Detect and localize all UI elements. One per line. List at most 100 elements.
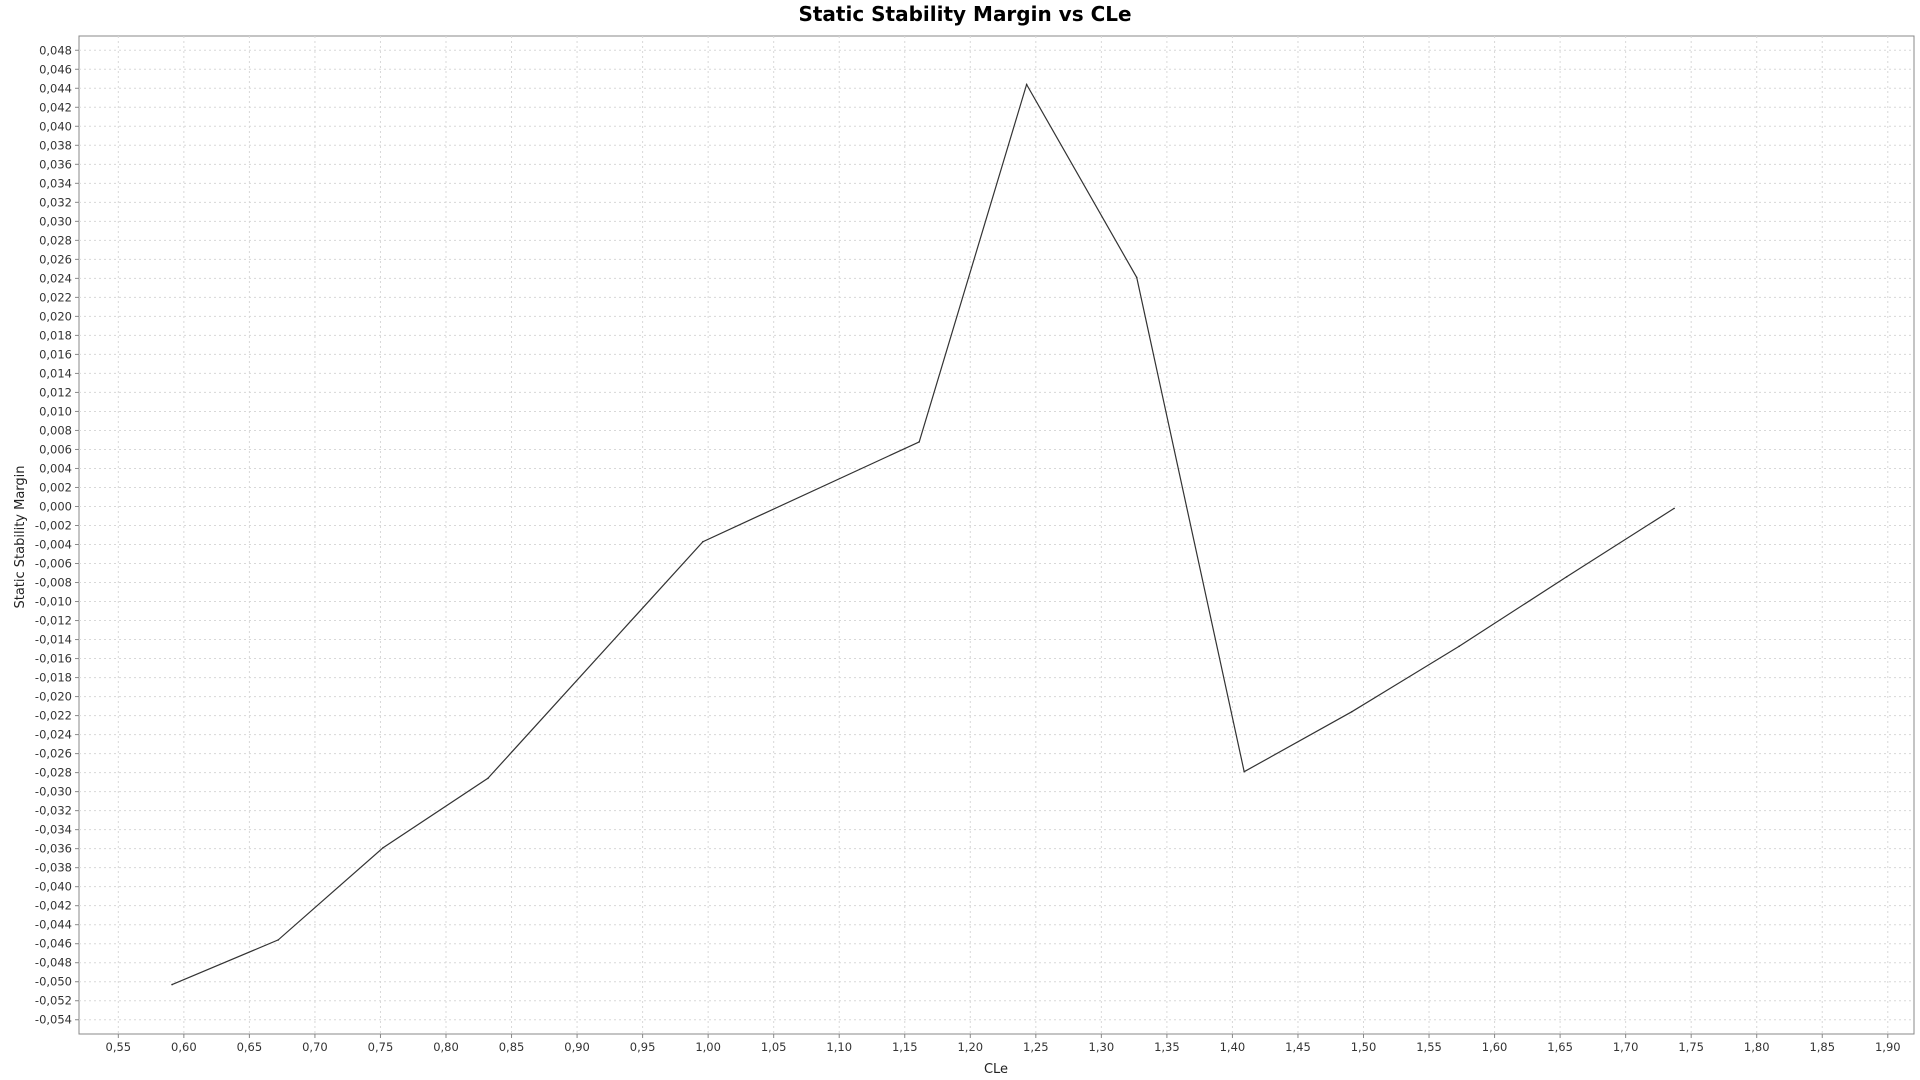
y-tick-label: 0,018 xyxy=(39,328,72,342)
y-axis-ticks: 0,048 0,046 0,044 0,042 0,040 0,038 0,036 0,034… xyxy=(35,43,79,1027)
data-point xyxy=(1458,645,1460,648)
x-tick-label: 1,30 xyxy=(1089,1040,1115,1054)
y-tick-label: -0,006 xyxy=(35,557,72,571)
y-tick-label: 0,008 xyxy=(39,423,72,437)
y-axis-label: Static Stability Margin xyxy=(13,465,28,608)
x-tick-label: 0,55 xyxy=(106,1040,132,1054)
x-tick-label: 0,70 xyxy=(302,1040,328,1054)
x-axis-ticks: 0,55 0,60 0,65 0,70 0,75 0,80 0,85 0,90 0,95 1,00… xyxy=(106,1034,1901,1054)
x-tick-label: 0,90 xyxy=(564,1040,590,1054)
y-tick-label: 0,004 xyxy=(39,461,72,475)
y-tick-label: -0,022 xyxy=(35,709,72,723)
y-tick-label: 0,024 xyxy=(39,271,72,285)
y-tick-label: 0,006 xyxy=(39,442,72,456)
y-tick-label: 0,000 xyxy=(39,499,72,513)
y-tick-label: 0,012 xyxy=(39,385,72,399)
x-tick-label: 1,65 xyxy=(1547,1040,1573,1054)
x-tick-label: 1,35 xyxy=(1154,1040,1180,1054)
y-tick-label: 0,022 xyxy=(39,290,72,304)
x-tick-label: 0,60 xyxy=(171,1040,197,1054)
x-tick-label: 1,40 xyxy=(1220,1040,1246,1054)
y-tick-label: 0,034 xyxy=(39,176,72,190)
y-tick-label: 0,030 xyxy=(39,214,72,228)
x-tick-label: 0,80 xyxy=(433,1040,459,1054)
y-tick-label: 0,046 xyxy=(39,62,72,76)
y-tick-label: -0,052 xyxy=(35,994,72,1008)
y-tick-label: -0,046 xyxy=(35,937,72,951)
x-tick-label: 0,65 xyxy=(237,1040,263,1054)
chart-title: Static Stability Margin vs CLe xyxy=(798,2,1131,26)
x-tick-label: 1,05 xyxy=(761,1040,787,1054)
data-point xyxy=(1243,770,1246,773)
x-tick-label: 1,85 xyxy=(1809,1040,1835,1054)
y-tick-label: 0,042 xyxy=(39,100,72,114)
x-axis-label: CLe xyxy=(984,1062,1008,1077)
y-tick-label: -0,038 xyxy=(35,861,72,875)
y-tick-label: -0,032 xyxy=(35,804,72,818)
y-tick-label: -0,026 xyxy=(35,747,72,761)
y-tick-label: -0,044 xyxy=(35,918,72,932)
y-tick-label: -0,012 xyxy=(35,614,72,628)
y-tick-label: -0,020 xyxy=(35,690,72,704)
y-tick-label: 0,044 xyxy=(39,81,72,95)
data-point xyxy=(1135,276,1138,279)
y-tick-label: 0,048 xyxy=(39,43,72,57)
x-tick-label: 1,50 xyxy=(1351,1040,1377,1054)
data-point xyxy=(702,540,704,543)
x-tick-label: 1,00 xyxy=(695,1040,721,1054)
y-tick-label: -0,028 xyxy=(35,766,72,780)
y-tick-label: -0,036 xyxy=(35,842,72,856)
y-tick-label: 0,028 xyxy=(39,233,72,247)
x-tick-label: 1,55 xyxy=(1416,1040,1442,1054)
x-tick-label: 1,10 xyxy=(826,1040,852,1054)
y-tick-label: -0,004 xyxy=(35,538,72,552)
y-tick-label: 0,036 xyxy=(39,157,72,171)
data-point xyxy=(918,441,920,443)
x-tick-label: 1,90 xyxy=(1875,1040,1901,1054)
x-tick-label: 1,80 xyxy=(1744,1040,1770,1054)
data-point xyxy=(171,983,173,986)
x-tick-label: 0,85 xyxy=(499,1040,525,1054)
y-tick-label: -0,042 xyxy=(35,899,72,913)
y-tick-label: -0,002 xyxy=(35,518,72,532)
data-point xyxy=(382,846,384,849)
data-point xyxy=(1565,576,1568,578)
y-tick-label: -0,010 xyxy=(35,595,72,609)
y-tick-label: 0,040 xyxy=(39,119,72,133)
y-tick-label: 0,002 xyxy=(39,480,72,494)
y-tick-label: -0,024 xyxy=(35,728,72,742)
y-tick-label: -0,008 xyxy=(35,576,72,590)
y-tick-label: -0,050 xyxy=(35,975,72,989)
y-tick-label: 0,020 xyxy=(39,309,72,323)
y-tick-label: 0,038 xyxy=(39,138,72,152)
x-tick-label: 1,60 xyxy=(1482,1040,1508,1054)
data-point xyxy=(487,777,489,780)
x-tick-label: 0,95 xyxy=(630,1040,656,1054)
y-tick-label: -0,040 xyxy=(35,880,72,894)
x-tick-label: 1,70 xyxy=(1613,1040,1639,1054)
x-tick-label: 0,75 xyxy=(368,1040,394,1054)
y-tick-label: 0,016 xyxy=(39,347,72,361)
series-layer xyxy=(171,82,1675,986)
x-tick-label: 1,75 xyxy=(1678,1040,1704,1054)
y-tick-label: 0,026 xyxy=(39,252,72,266)
data-point xyxy=(1350,710,1353,713)
y-tick-label: -0,054 xyxy=(35,1013,72,1027)
y-tick-label: 0,014 xyxy=(39,366,72,380)
data-point xyxy=(277,939,280,941)
data-point xyxy=(1025,83,1028,86)
grid xyxy=(79,36,1914,1034)
x-tick-label: 1,25 xyxy=(1023,1040,1049,1054)
y-tick-label: -0,048 xyxy=(35,956,72,970)
data-point xyxy=(1673,507,1675,510)
y-tick-label: 0,010 xyxy=(39,404,72,418)
x-tick-label: 1,45 xyxy=(1285,1040,1311,1054)
y-tick-label: -0,016 xyxy=(35,652,72,666)
y-tick-label: -0,034 xyxy=(35,823,72,837)
y-tick-label: 0,032 xyxy=(39,195,72,209)
x-tick-label: 1,15 xyxy=(892,1040,918,1054)
x-tick-label: 1,20 xyxy=(957,1040,983,1054)
y-tick-label: -0,018 xyxy=(35,671,72,685)
y-tick-label: -0,030 xyxy=(35,785,72,799)
